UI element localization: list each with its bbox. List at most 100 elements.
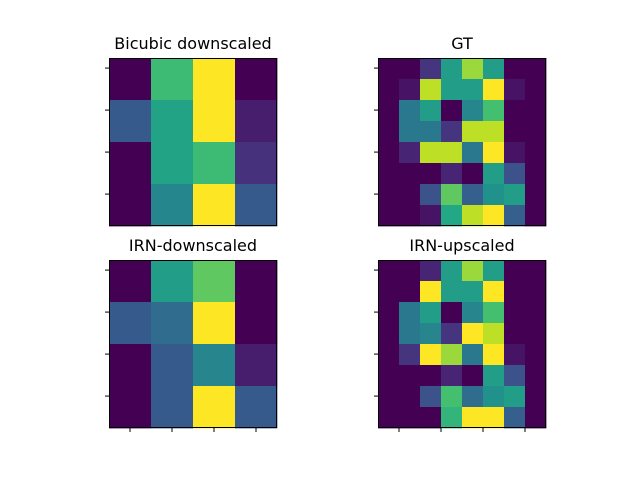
heatmap-cell [441, 142, 463, 164]
heatmap-cell [399, 344, 421, 366]
heatmap-cell [504, 58, 526, 80]
heatmap-cell [378, 302, 400, 324]
heatmap-cell [420, 386, 442, 408]
heatmap-cell [441, 58, 463, 80]
heatmap-cell [420, 100, 442, 122]
heatmap-cell [483, 386, 505, 408]
panel-title: IRN-downscaled [129, 236, 257, 255]
heatmap-cell [235, 344, 278, 387]
heatmap-cell [462, 79, 484, 101]
heatmap-cell [420, 58, 442, 80]
heatmap-cell [441, 79, 463, 101]
heatmap-cell [193, 100, 236, 143]
heatmap-cell [193, 260, 236, 303]
heatmap-cell [462, 260, 484, 282]
heatmap-cell [504, 184, 526, 206]
heatmap-cell [504, 79, 526, 101]
heatmap-cell [109, 184, 152, 227]
heatmap-cell [420, 142, 442, 164]
heatmap-cell [483, 121, 505, 143]
heatmap-cell [378, 205, 400, 227]
heatmap-cell [109, 386, 152, 429]
heatmap-cell [525, 142, 547, 164]
heatmap-cell [525, 205, 547, 227]
heatmap-cell [378, 79, 400, 101]
heatmap-cell [525, 79, 547, 101]
heatmap-cell [378, 344, 400, 366]
heatmap-cell [462, 121, 484, 143]
heatmap-cell [420, 302, 442, 324]
heatmap-cell [193, 302, 236, 345]
heatmap-cell [525, 386, 547, 408]
heatmap-cell [483, 344, 505, 366]
heatmap-cell [235, 142, 278, 185]
heatmap-cell [151, 386, 194, 429]
heatmap-cell [235, 260, 278, 303]
heatmap-cell [462, 302, 484, 324]
heatmap-cell [525, 121, 547, 143]
heatmap-cell [462, 58, 484, 80]
heatmap-cell [151, 100, 194, 143]
heatmap-cell [399, 58, 421, 80]
heatmap-panel: Bicubic downscaled [105, 34, 278, 227]
heatmap-cell [420, 407, 442, 429]
heatmap-cell [378, 365, 400, 387]
heatmap-cell [483, 281, 505, 303]
heatmap-cell [399, 260, 421, 282]
heatmap-cell [525, 302, 547, 324]
heatmap-cell [504, 205, 526, 227]
heatmap-cell [420, 79, 442, 101]
heatmap-cell [504, 407, 526, 429]
heatmap-cell [483, 100, 505, 122]
heatmap-cell [441, 163, 463, 185]
heatmap-cell [109, 344, 152, 387]
heatmap-cell [441, 365, 463, 387]
heatmap-cell [462, 205, 484, 227]
heatmap-cell [462, 142, 484, 164]
heatmap-cell [525, 100, 547, 122]
heatmap-cell [193, 344, 236, 387]
heatmap-cell [378, 184, 400, 206]
heatmap-cell [525, 260, 547, 282]
heatmap-cell [151, 344, 194, 387]
axes-frame [378, 58, 546, 226]
heatmap-panel: GT [374, 34, 547, 227]
heatmap-cell [525, 58, 547, 80]
heatmap-cell [441, 407, 463, 429]
heatmap-cell [525, 184, 547, 206]
panel-title: Bicubic downscaled [114, 34, 271, 53]
heatmap-cell [483, 205, 505, 227]
heatmap-cell [399, 121, 421, 143]
heatmap-cell [483, 163, 505, 185]
heatmap-cell [441, 344, 463, 366]
heatmap-cell [420, 323, 442, 345]
heatmap-cell [525, 344, 547, 366]
heatmap-cell [462, 281, 484, 303]
heatmap-cell [399, 365, 421, 387]
heatmap-cell [420, 281, 442, 303]
heatmap-cell [378, 323, 400, 345]
heatmap-cell [525, 163, 547, 185]
heatmap-cell [525, 407, 547, 429]
heatmap-cell [504, 163, 526, 185]
heatmap-cell [441, 302, 463, 324]
heatmap-cell [193, 58, 236, 101]
heatmap-cell [420, 205, 442, 227]
heatmap-cell [420, 121, 442, 143]
heatmap-panel: IRN-upscaled [374, 236, 547, 432]
heatmap-cell [483, 323, 505, 345]
heatmap-cell [420, 260, 442, 282]
heatmap-cell [378, 121, 400, 143]
heatmap-cell [504, 386, 526, 408]
heatmap-cell [378, 260, 400, 282]
heatmap-cell [399, 323, 421, 345]
heatmap-cell [483, 58, 505, 80]
panel-title: GT [451, 34, 473, 53]
heatmap-cell [462, 407, 484, 429]
heatmap-cell [483, 142, 505, 164]
heatmap-cell [109, 100, 152, 143]
heatmap-cell [504, 323, 526, 345]
heatmap-cell [441, 121, 463, 143]
heatmap-cell [235, 184, 278, 227]
